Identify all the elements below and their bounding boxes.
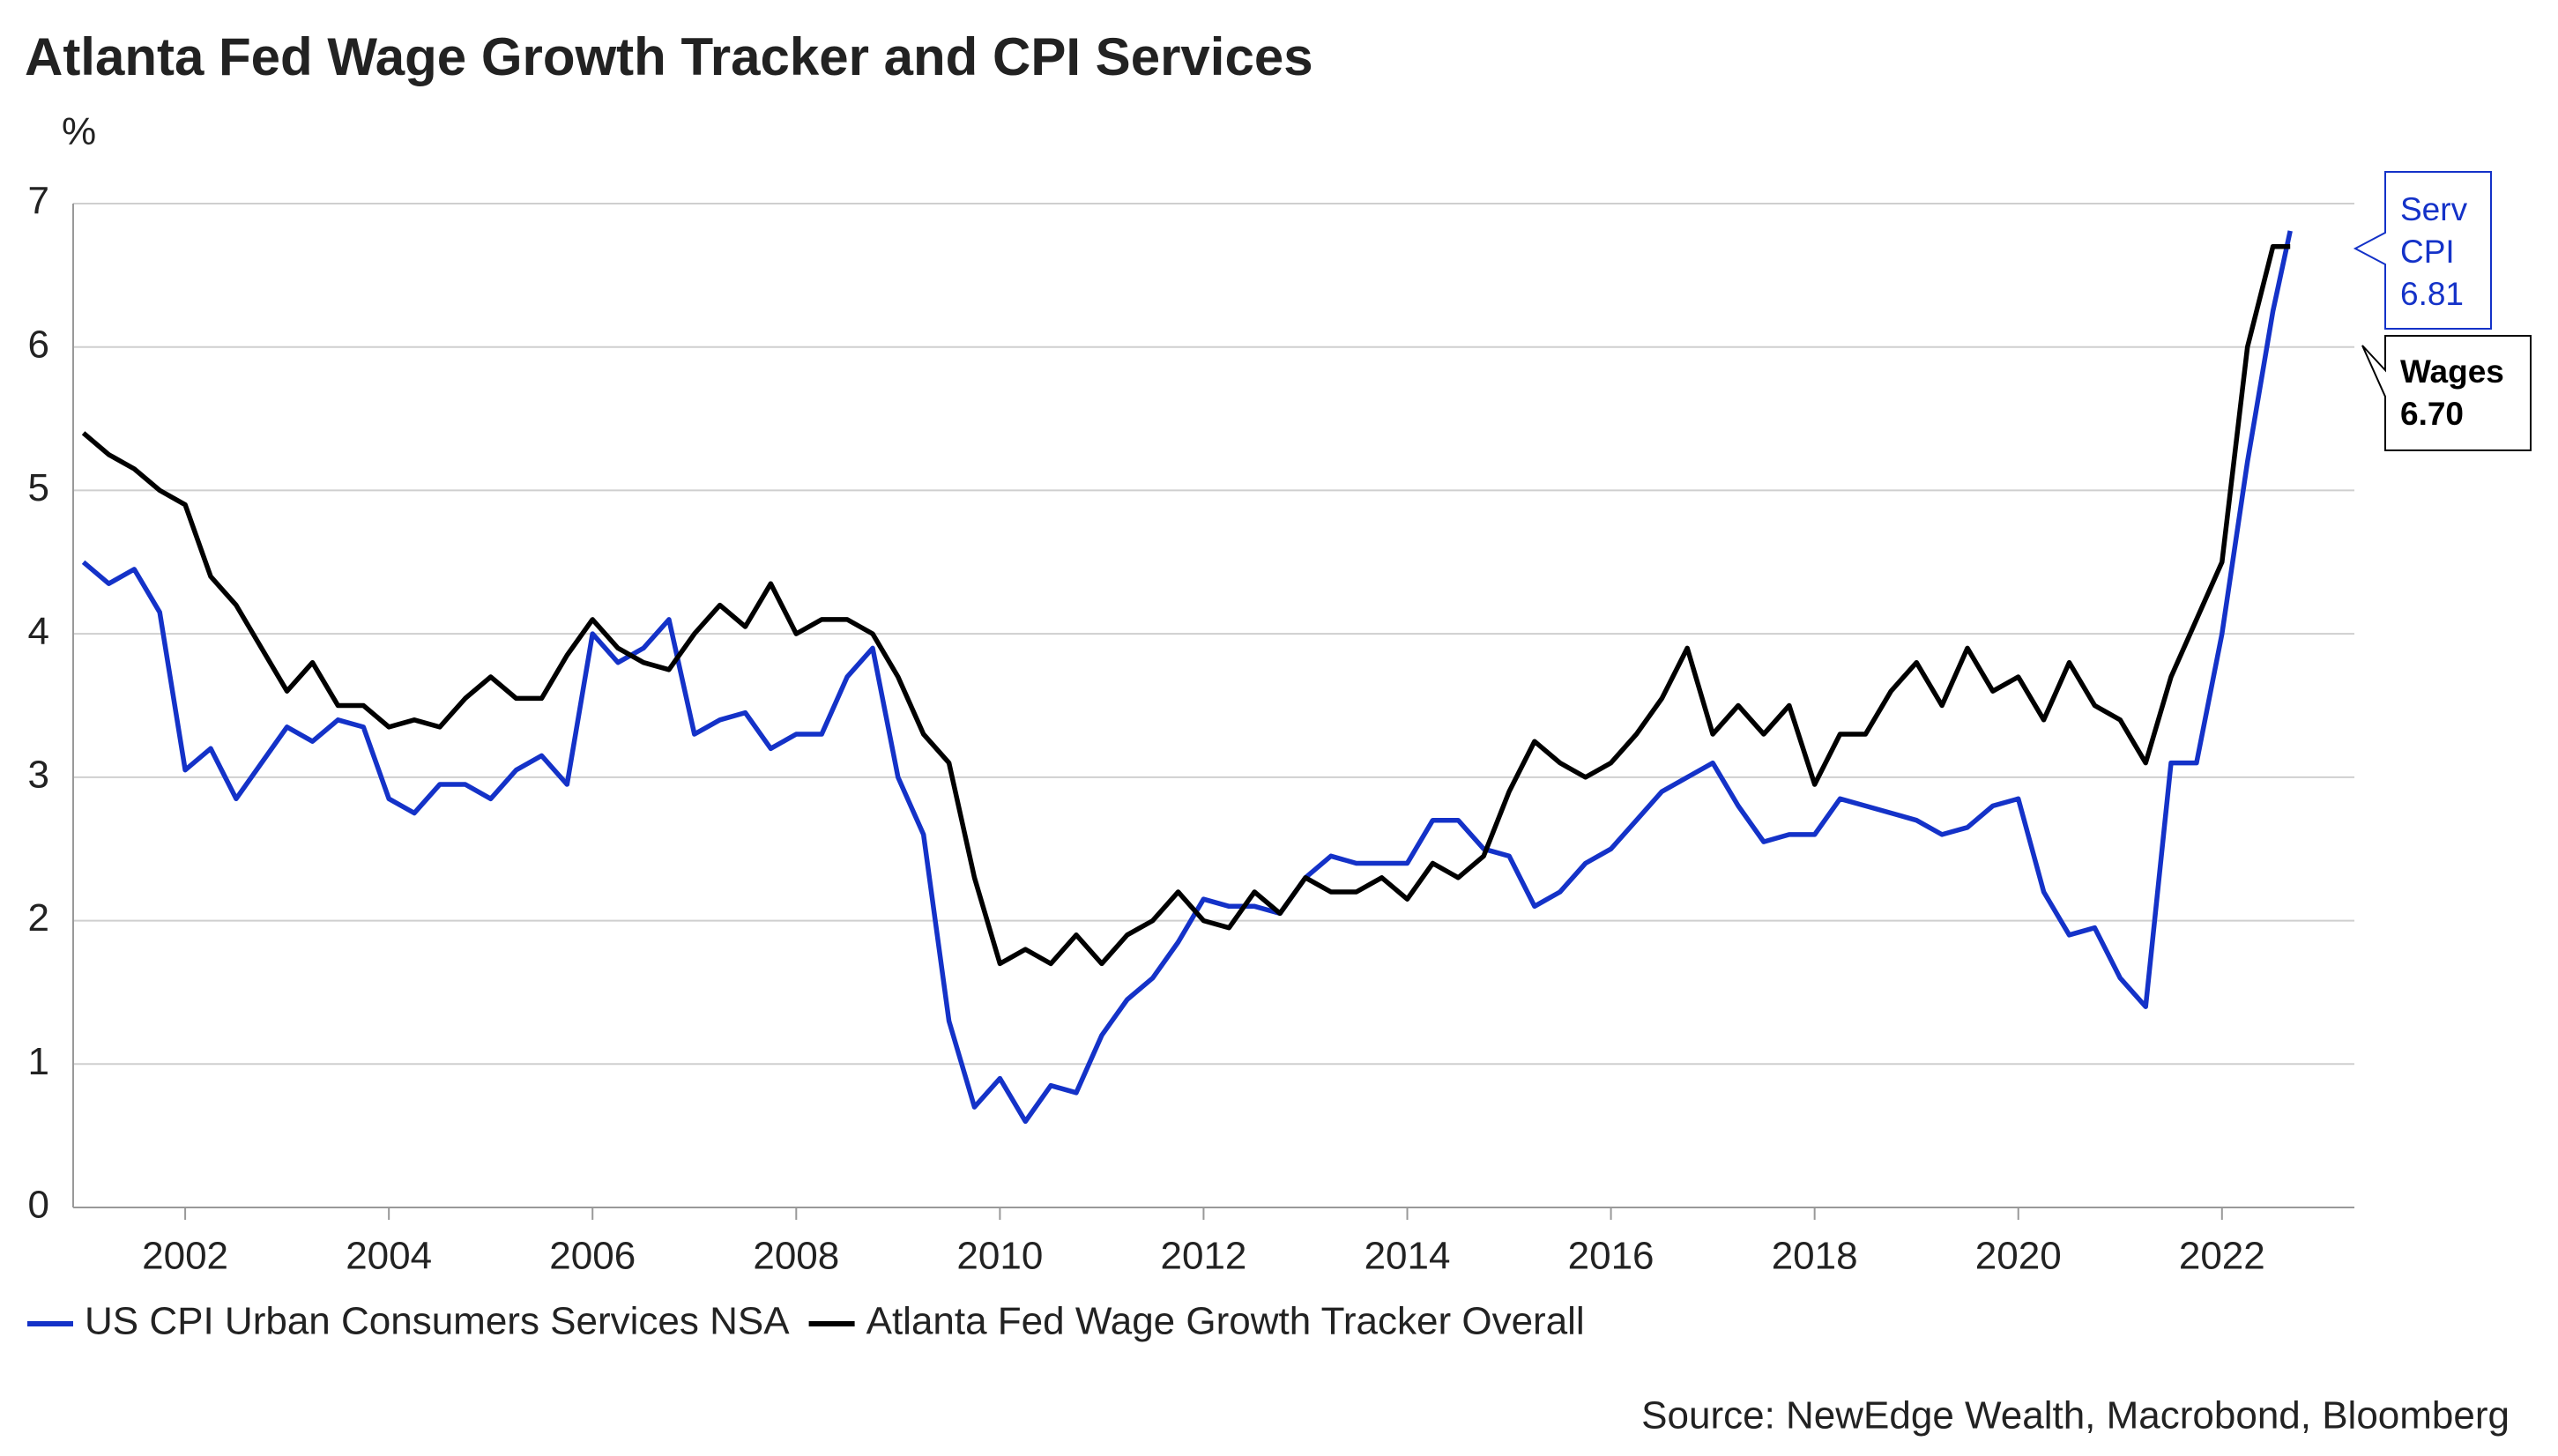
legend-label: Atlanta Fed Wage Growth Tracker Overall bbox=[866, 1300, 1585, 1343]
annotation-text: 6.70 bbox=[2400, 396, 2464, 432]
series-line bbox=[81, 230, 2293, 1125]
x-tick-label: 2002 bbox=[142, 1235, 228, 1278]
grid: 0 1 2 3 4 5 6 7 2002 2004 2006 2008 2010 2012 2014 2016… bbox=[28, 180, 2354, 1278]
y-tick-label: 5 bbox=[28, 466, 49, 509]
x-tick-label: 2014 bbox=[1365, 1235, 1451, 1278]
y-axis-label: % bbox=[62, 110, 96, 153]
annotation-box bbox=[2353, 171, 2492, 330]
annotation-text: CPI bbox=[2400, 234, 2455, 270]
annotation-text: 6.81 bbox=[2400, 276, 2464, 312]
source: Source: NewEdge Wealth, Macrobond, Bloom… bbox=[1641, 1394, 2510, 1437]
x-tick-label: 2006 bbox=[549, 1235, 636, 1278]
y-tick-label: 6 bbox=[28, 323, 49, 366]
y-tick-label: 1 bbox=[28, 1040, 49, 1083]
annotation-text: Wages bbox=[2400, 353, 2504, 390]
y-tick-label: 0 bbox=[28, 1184, 49, 1227]
x-tick-label: 2022 bbox=[2179, 1235, 2265, 1278]
y-tick-label: 3 bbox=[28, 753, 49, 796]
x-tick-label: 2008 bbox=[753, 1235, 839, 1278]
y-tick-label: 4 bbox=[28, 610, 49, 653]
x-tick-label: 2018 bbox=[1772, 1235, 1858, 1278]
series-line bbox=[81, 244, 2291, 967]
x-tick-label: 2010 bbox=[956, 1235, 1043, 1278]
legend: US CPI Urban Consumers Services NSA Atlan… bbox=[27, 1300, 1585, 1343]
chart-title: Atlanta Fed Wage Growth Tracker and CPI … bbox=[25, 27, 1313, 86]
annotation-box bbox=[2361, 335, 2532, 451]
annotations: Serv CPI 6.81 Wages 6.70 bbox=[2400, 191, 2504, 432]
x-tick-label: 2016 bbox=[1568, 1235, 1655, 1278]
legend-label: US CPI Urban Consumers Services NSA bbox=[85, 1300, 790, 1343]
annotation-text: Serv bbox=[2400, 191, 2468, 227]
plot bbox=[81, 230, 2293, 1125]
y-tick-label: 2 bbox=[28, 896, 49, 940]
x-tick-label: 2004 bbox=[346, 1235, 432, 1278]
x-tick-label: 2012 bbox=[1161, 1235, 1247, 1278]
x-tick-label: 2020 bbox=[1975, 1235, 2062, 1278]
y-tick-label: 7 bbox=[28, 180, 49, 223]
